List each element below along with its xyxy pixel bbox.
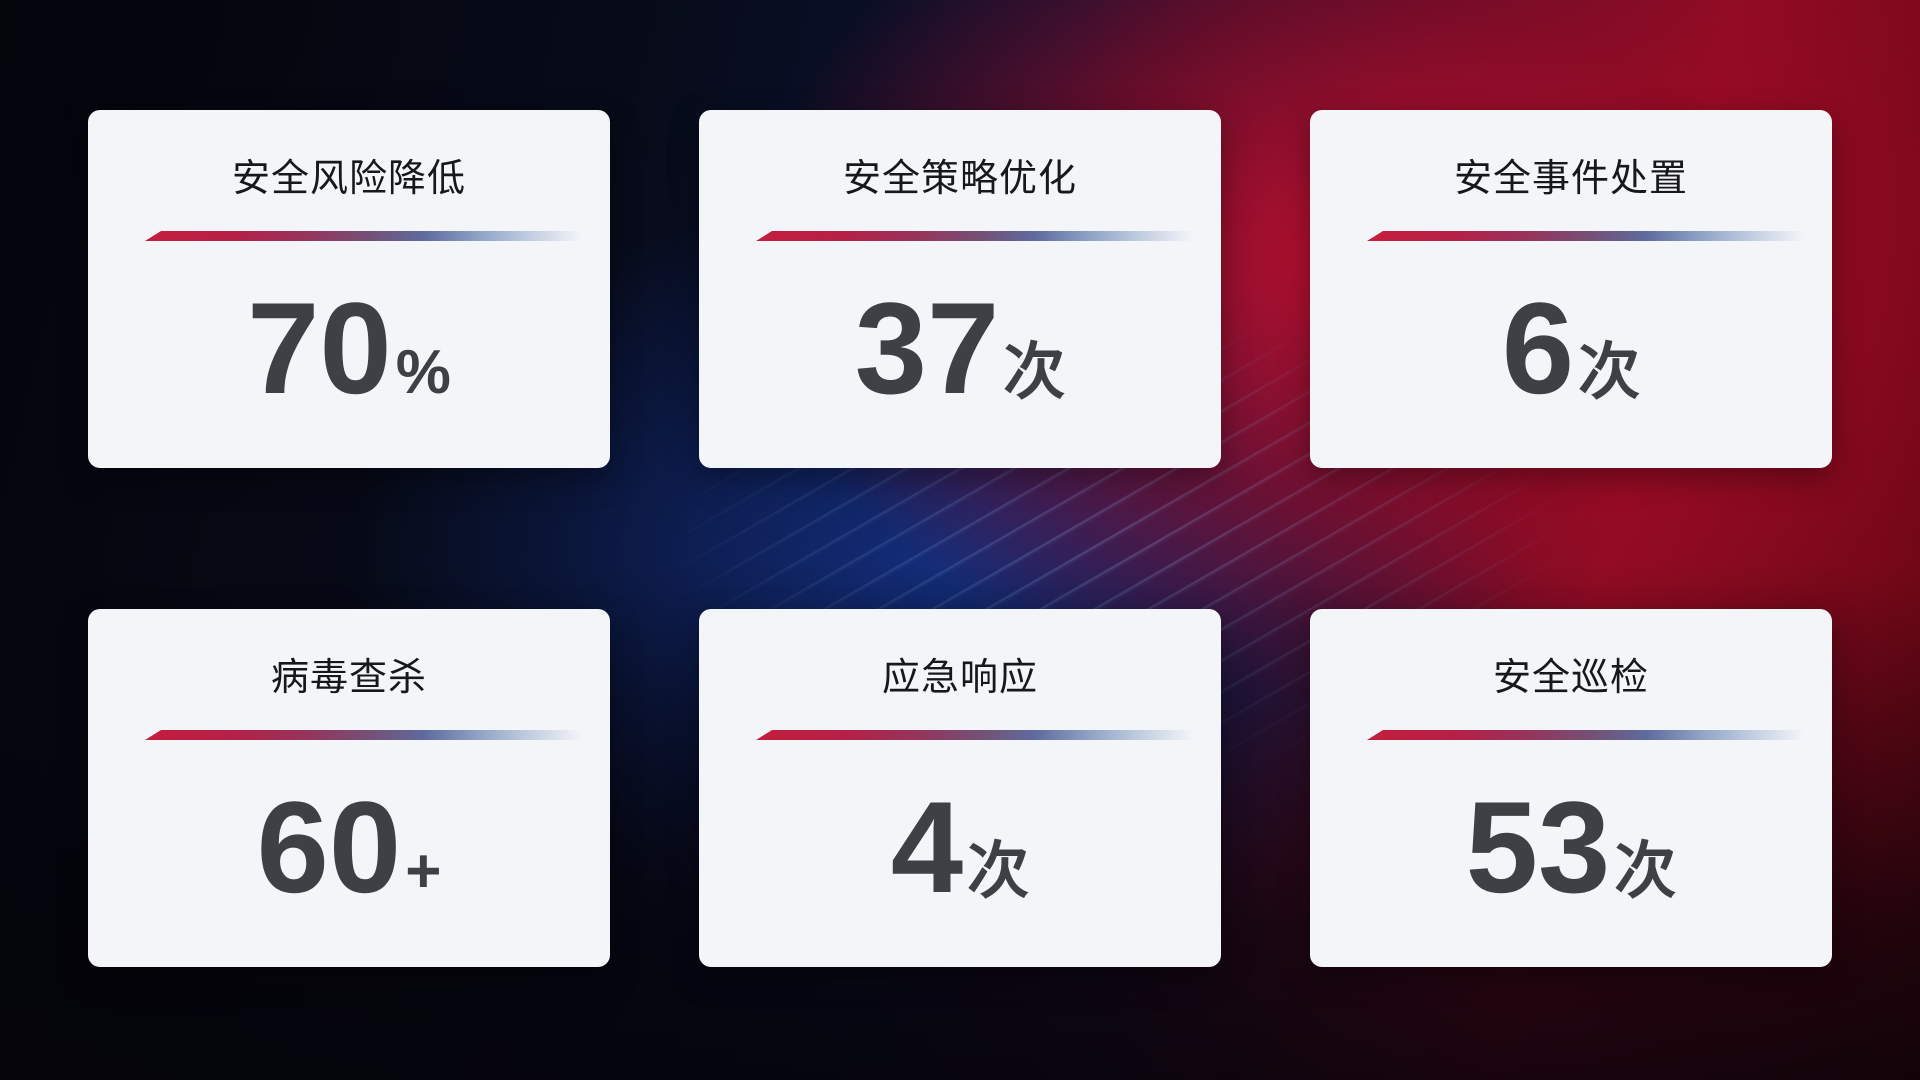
divider-line [1367,730,1818,740]
card-value-suffix: 次 [1578,337,1641,407]
divider-line [145,231,596,241]
divider-line [1367,231,1818,241]
divider-line [756,231,1207,241]
card-value-area: 6 次 [1502,241,1640,468]
card-value: 6 [1501,274,1575,421]
card-value-area: 53 次 [1466,740,1677,967]
card-value: 37 [854,274,1000,421]
stat-cards-grid: 安全风险降低 70 % 安全策略优化 37 次 安全事件处置 [88,110,1832,967]
card-title: 安全风险降低 [231,158,466,200]
card-value-suffix: 次 [967,836,1030,906]
card-value-area: 60 + [257,740,442,967]
card-title: 病毒查杀 [270,657,427,699]
stat-card-virus-scan: 病毒查杀 60 + [88,609,610,967]
card-value-suffix: % [395,337,451,407]
card-value-suffix: 次 [1614,836,1677,906]
stat-card-emergency-response: 应急响应 4 次 [699,609,1221,967]
card-value-area: 37 次 [855,241,1066,468]
stat-card-security-inspection: 安全巡检 53 次 [1310,609,1832,967]
card-title: 安全事件处置 [1453,158,1688,200]
divider-line [145,730,596,740]
card-value-suffix: + [405,836,442,906]
card-value-suffix: 次 [1003,337,1066,407]
stat-card-policy-optimization: 安全策略优化 37 次 [699,110,1221,468]
card-value: 70 [247,274,392,421]
card-value: 53 [1465,773,1611,920]
card-title: 应急响应 [881,657,1038,699]
divider-line [756,730,1207,740]
card-title: 安全巡检 [1492,657,1649,699]
stat-card-risk-reduction: 安全风险降低 70 % [88,110,610,468]
card-value-area: 70 % [247,241,451,468]
card-value: 4 [890,773,964,920]
card-value: 60 [256,773,402,920]
card-value-area: 4 次 [891,740,1029,967]
card-title: 安全策略优化 [842,158,1077,200]
stat-card-incident-handling: 安全事件处置 6 次 [1310,110,1832,468]
